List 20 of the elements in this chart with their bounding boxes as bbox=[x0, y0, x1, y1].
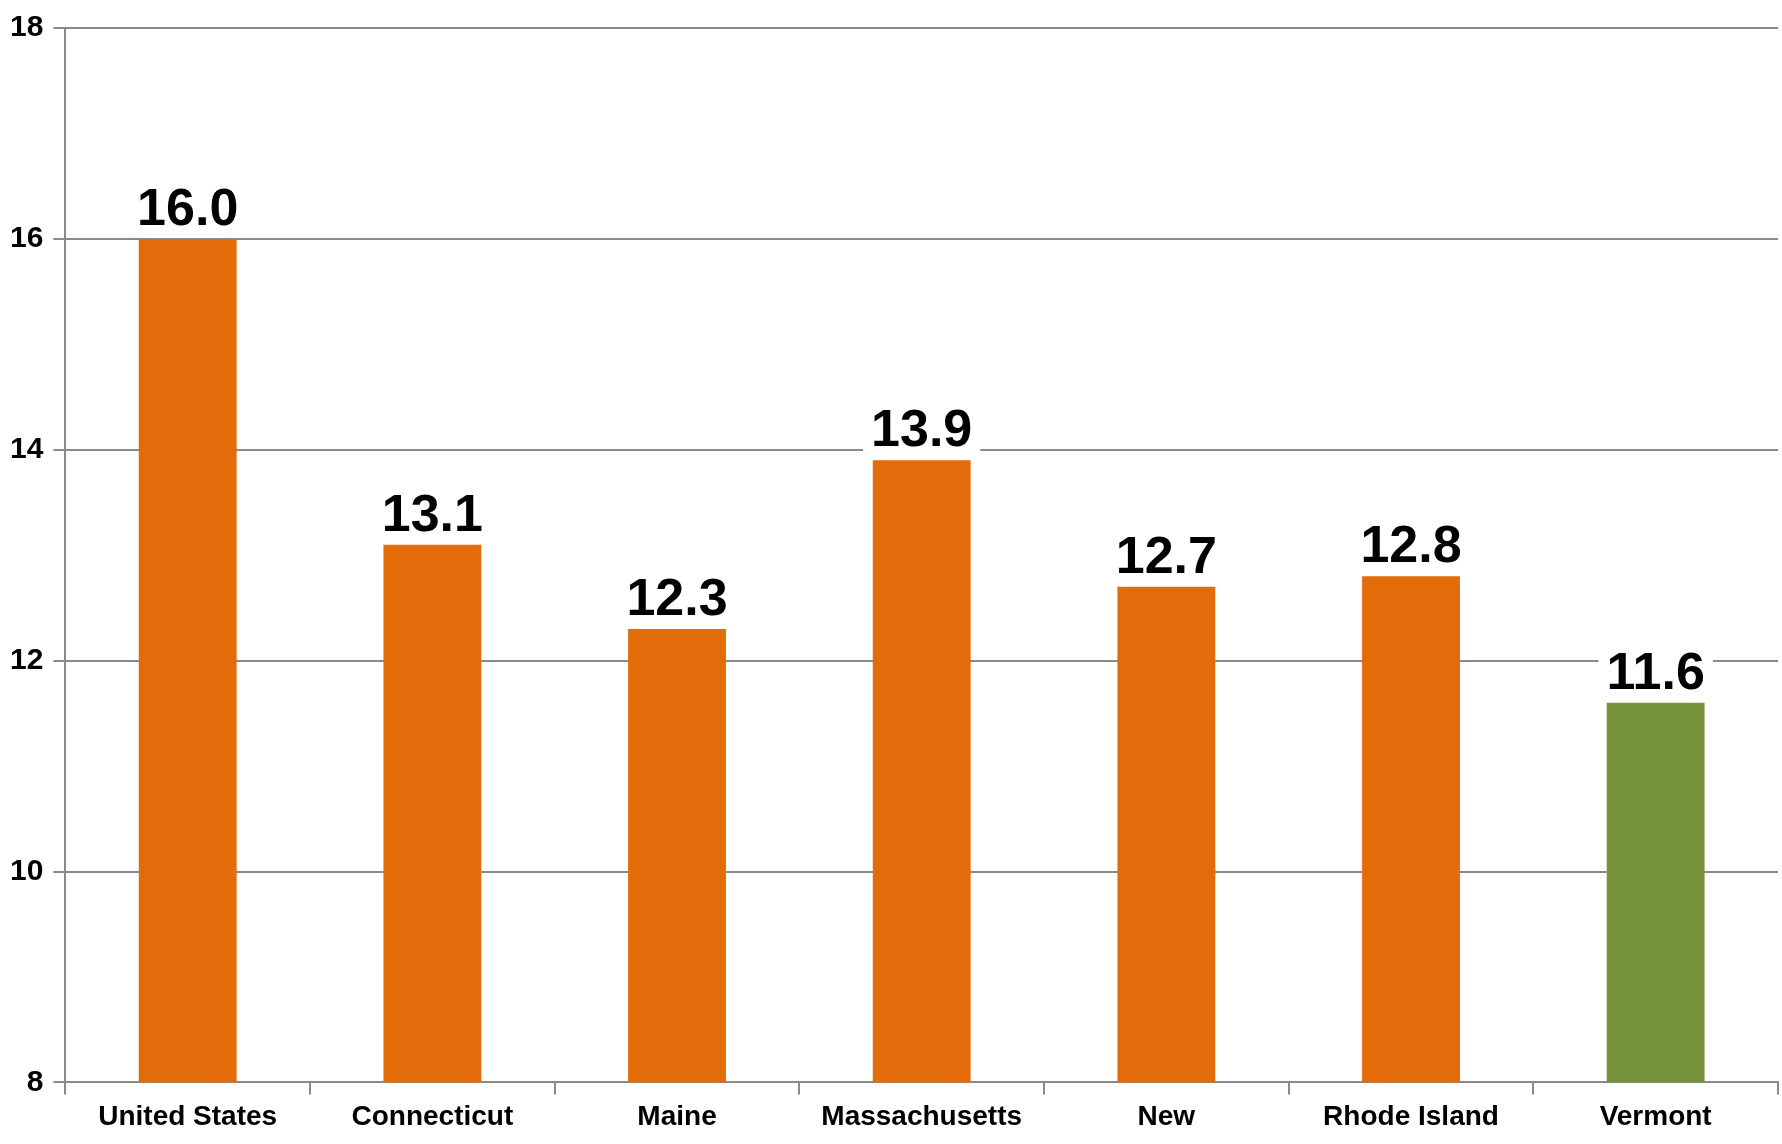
x-tick-label: Connecticut bbox=[351, 1099, 514, 1131]
y-tick-label: 16 bbox=[9, 220, 44, 254]
x-tick-label: Vermont bbox=[1599, 1099, 1712, 1131]
y-tick-label: 12 bbox=[9, 641, 44, 675]
x-tick-label: New bbox=[1137, 1099, 1196, 1131]
y-tick-label: 18 bbox=[9, 9, 44, 43]
x-tick-label: Maine bbox=[637, 1099, 717, 1131]
data-label: 12.7 bbox=[1115, 525, 1217, 584]
y-tick-label: 8 bbox=[26, 1063, 44, 1097]
data-label: 13.9 bbox=[871, 399, 973, 458]
data-label: 16.0 bbox=[137, 177, 239, 236]
data-label: 13.1 bbox=[381, 483, 483, 542]
x-tick-label: Rhode Island bbox=[1323, 1099, 1499, 1131]
y-tick-label: 14 bbox=[9, 431, 44, 465]
data-label: 11.6 bbox=[1606, 641, 1705, 700]
x-tick-label: Massachusetts bbox=[821, 1099, 1023, 1131]
y-tick-label: 10 bbox=[9, 852, 44, 886]
data-label: 12.3 bbox=[626, 568, 728, 627]
x-tick-label: United States bbox=[98, 1099, 278, 1131]
data-label: 12.8 bbox=[1360, 515, 1462, 574]
